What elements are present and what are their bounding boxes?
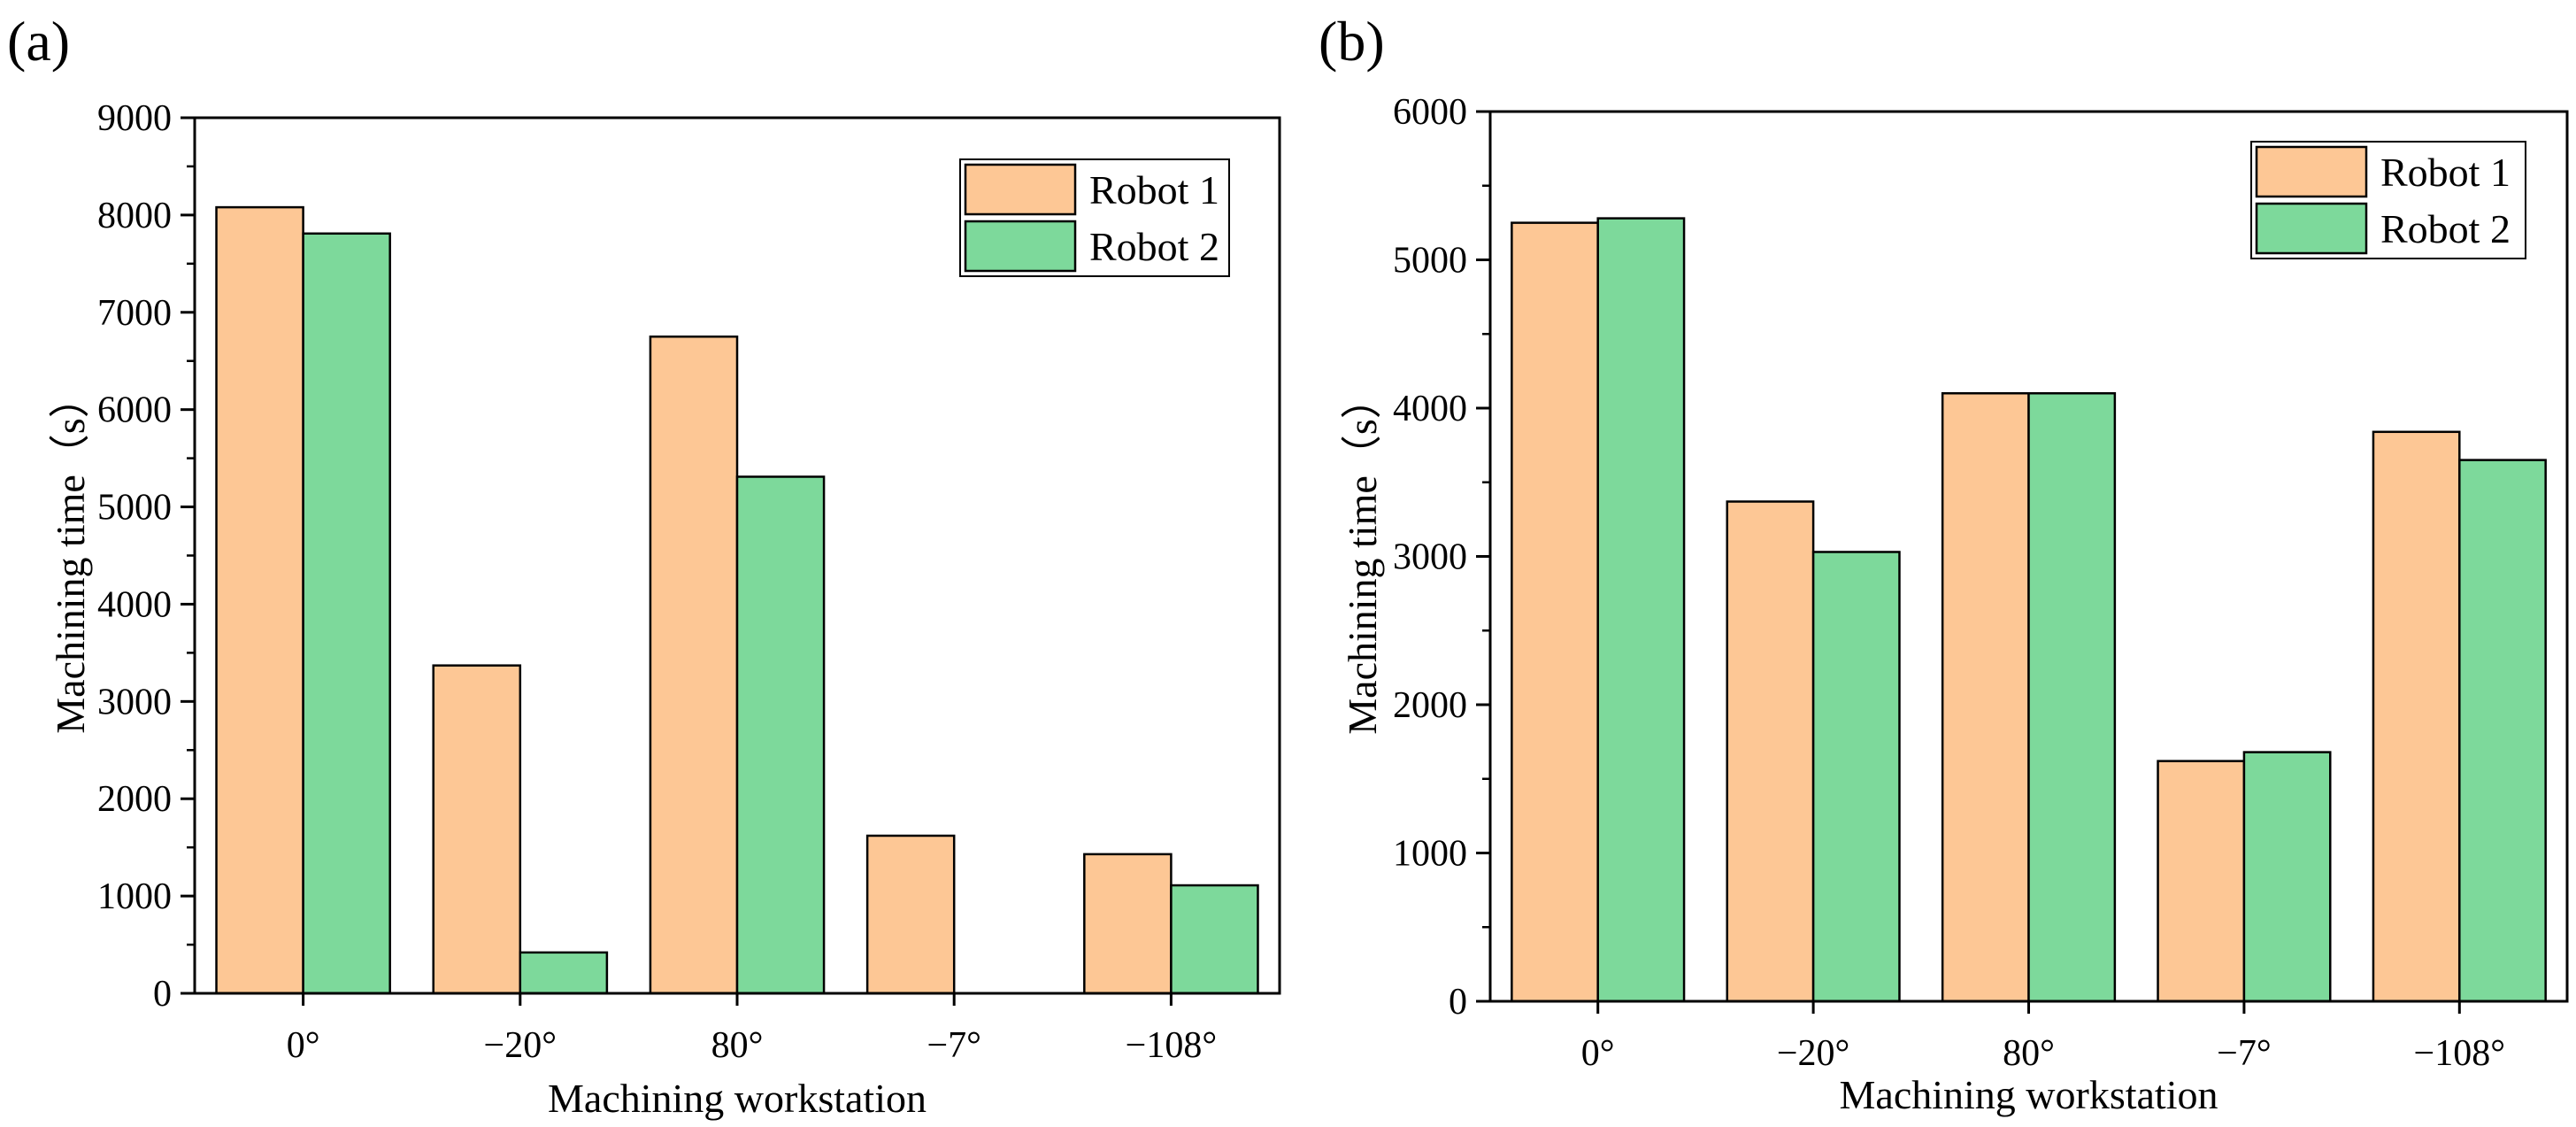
y-tick-label: 2000	[1393, 685, 1467, 726]
bar-robot-2	[1170, 884, 1259, 995]
y-tick-label: 7000	[97, 293, 172, 334]
y-tick-label: 0	[153, 974, 172, 1015]
x-tick-label: −7°	[927, 1025, 980, 1066]
panel-label: (b)	[1319, 10, 1385, 73]
legend-swatch-robot-1	[964, 163, 1077, 216]
bar-robot-2	[2027, 392, 2117, 1003]
bar-robot-1	[215, 205, 304, 995]
legend-label-robot-1: Robot 1	[2380, 150, 2511, 195]
y-tick-label: 6000	[1393, 92, 1467, 133]
y-tick-label: 2000	[97, 779, 172, 820]
chart-panel-a: (a) 0° −20° 80° −7° −108° 0 1000 2000 3000 4000 500…	[7, 10, 1281, 1121]
bar-robot-1	[649, 336, 739, 995]
bar-robot-2	[519, 951, 609, 995]
legend-label-robot-1: Robot 1	[1089, 167, 1219, 212]
y-tick-label: 4000	[97, 584, 172, 625]
bar-robot-2	[735, 475, 826, 995]
bar-robot-1	[1726, 500, 1815, 1003]
y-tick-label: 8000	[97, 196, 172, 236]
plot-frame	[193, 116, 1281, 995]
bar-robot-2	[1811, 551, 1901, 1003]
legend-label-robot-2: Robot 2	[1089, 224, 1219, 269]
legend-swatch-robot-2	[964, 220, 1077, 273]
y-axis-title: Machining time（s）	[1340, 378, 1385, 734]
x-tick-label: −108°	[2414, 1033, 2505, 1074]
x-tick-label: −108°	[1126, 1025, 1217, 1066]
y-tick-label: 6000	[97, 390, 172, 431]
legend: Robot 1 Robot 2	[2250, 141, 2526, 259]
bar-robot-2	[1596, 217, 1686, 1003]
bar-robot-1	[1083, 853, 1173, 995]
y-tick-label: 0	[1449, 982, 1467, 1023]
bar-robot-1	[2372, 430, 2461, 1003]
bar-robot-1	[1511, 221, 1599, 1003]
y-tick-label: 5000	[97, 488, 172, 529]
bar-robot-2	[2458, 459, 2547, 1003]
y-tick-label: 9000	[97, 98, 172, 139]
x-tick-label: 0°	[1581, 1033, 1615, 1074]
panel-label: (a)	[7, 10, 70, 73]
legend-label-robot-2: Robot 2	[2380, 206, 2511, 251]
legend: Robot 1 Robot 2	[959, 158, 1230, 277]
y-tick-label: 3000	[1393, 537, 1467, 578]
legend-swatch-robot-2	[2255, 202, 2368, 255]
x-tick-label: 80°	[2003, 1033, 2055, 1074]
x-tick-label: −7°	[2217, 1033, 2271, 1074]
bar-robot-2	[2242, 751, 2332, 1003]
y-tick-label: 5000	[1393, 241, 1467, 282]
x-axis-title: Machining workstation	[548, 1076, 927, 1121]
bar-robot-1	[432, 664, 522, 995]
y-tick-label: 1000	[97, 876, 172, 917]
y-tick-label: 4000	[1393, 389, 1467, 429]
bar-robot-1	[2157, 760, 2246, 1003]
bar-robot-2	[302, 232, 391, 995]
plot-frame	[1488, 110, 2569, 1003]
chart-panel-b: (b) 0° −20° 80° −7° −108° 0 1000 2000 3000 4000 500…	[1319, 10, 2569, 1117]
x-tick-label: 80°	[711, 1025, 764, 1066]
bar-robot-1	[865, 834, 956, 995]
y-tick-label: 3000	[97, 682, 172, 722]
y-axis-title: Machining time（s）	[48, 377, 93, 733]
bar-robot-1	[1941, 392, 2030, 1003]
x-tick-label: −20°	[1777, 1033, 1849, 1074]
x-tick-label: 0°	[287, 1025, 320, 1066]
legend-swatch-robot-1	[2255, 145, 2368, 198]
x-axis-title: Machining workstation	[1840, 1072, 2218, 1117]
y-tick-label: 1000	[1393, 834, 1467, 875]
x-tick-label: −20°	[484, 1025, 557, 1066]
